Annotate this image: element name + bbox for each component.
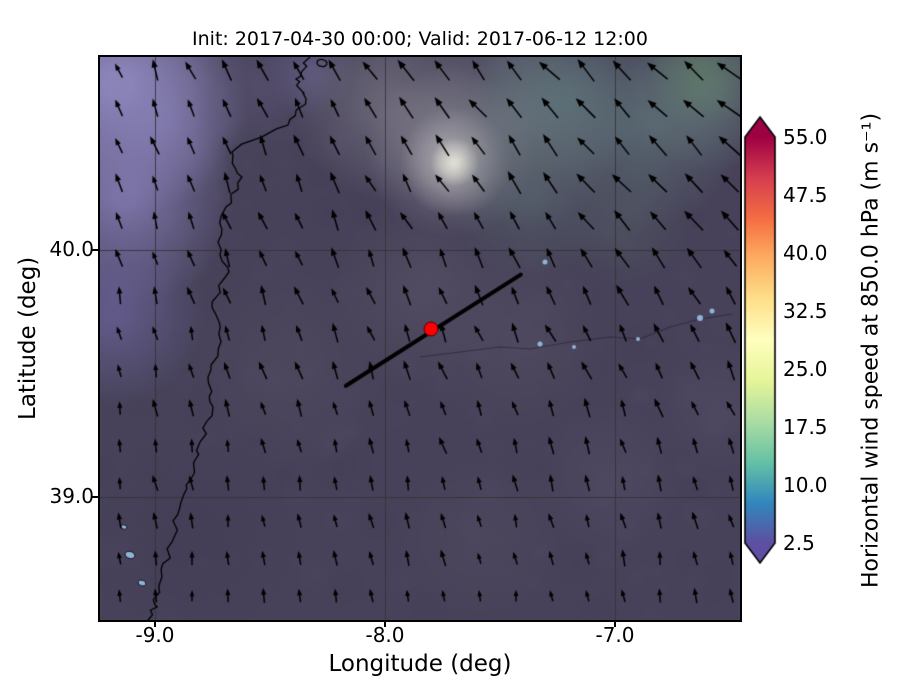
colorbar-tick-label: 47.5 [783, 183, 828, 207]
y-axis-label: Latitude (deg) [15, 256, 41, 421]
x-axis-tick [614, 620, 616, 627]
x-tick-label: -9.0 [135, 623, 175, 647]
plot-title: Init: 2017-04-30 00:00; Valid: 2017-06-1… [192, 28, 648, 50]
map-canvas [100, 57, 740, 620]
colorbar-tick-label: 2.5 [783, 531, 815, 555]
y-tick-label: 40.0 [49, 237, 94, 261]
colorbar-tick-label: 17.5 [783, 415, 828, 439]
colorbar-tick-label: 40.0 [783, 241, 828, 265]
colorbar-tick-label: 25.0 [783, 357, 828, 381]
x-axis-tick [154, 620, 156, 627]
colorbar-tick-label: 32.5 [783, 299, 828, 323]
map-plot-area [98, 55, 742, 622]
x-axis-tick [384, 620, 386, 627]
y-axis-tick [91, 249, 98, 251]
x-axis-label: Longitude (deg) [328, 651, 512, 677]
colorbar-axis-label: Horizontal wind speed at 850.0 hPa (m s⁻… [858, 112, 884, 588]
x-tick-label: -7.0 [595, 623, 635, 647]
colorbar-tick-label: 55.0 [783, 125, 828, 149]
colorbar [743, 115, 777, 575]
colorbar-tick-label: 10.0 [783, 473, 828, 497]
y-tick-label: 39.0 [49, 484, 94, 508]
x-tick-label: -8.0 [365, 623, 405, 647]
y-axis-tick [91, 496, 98, 498]
